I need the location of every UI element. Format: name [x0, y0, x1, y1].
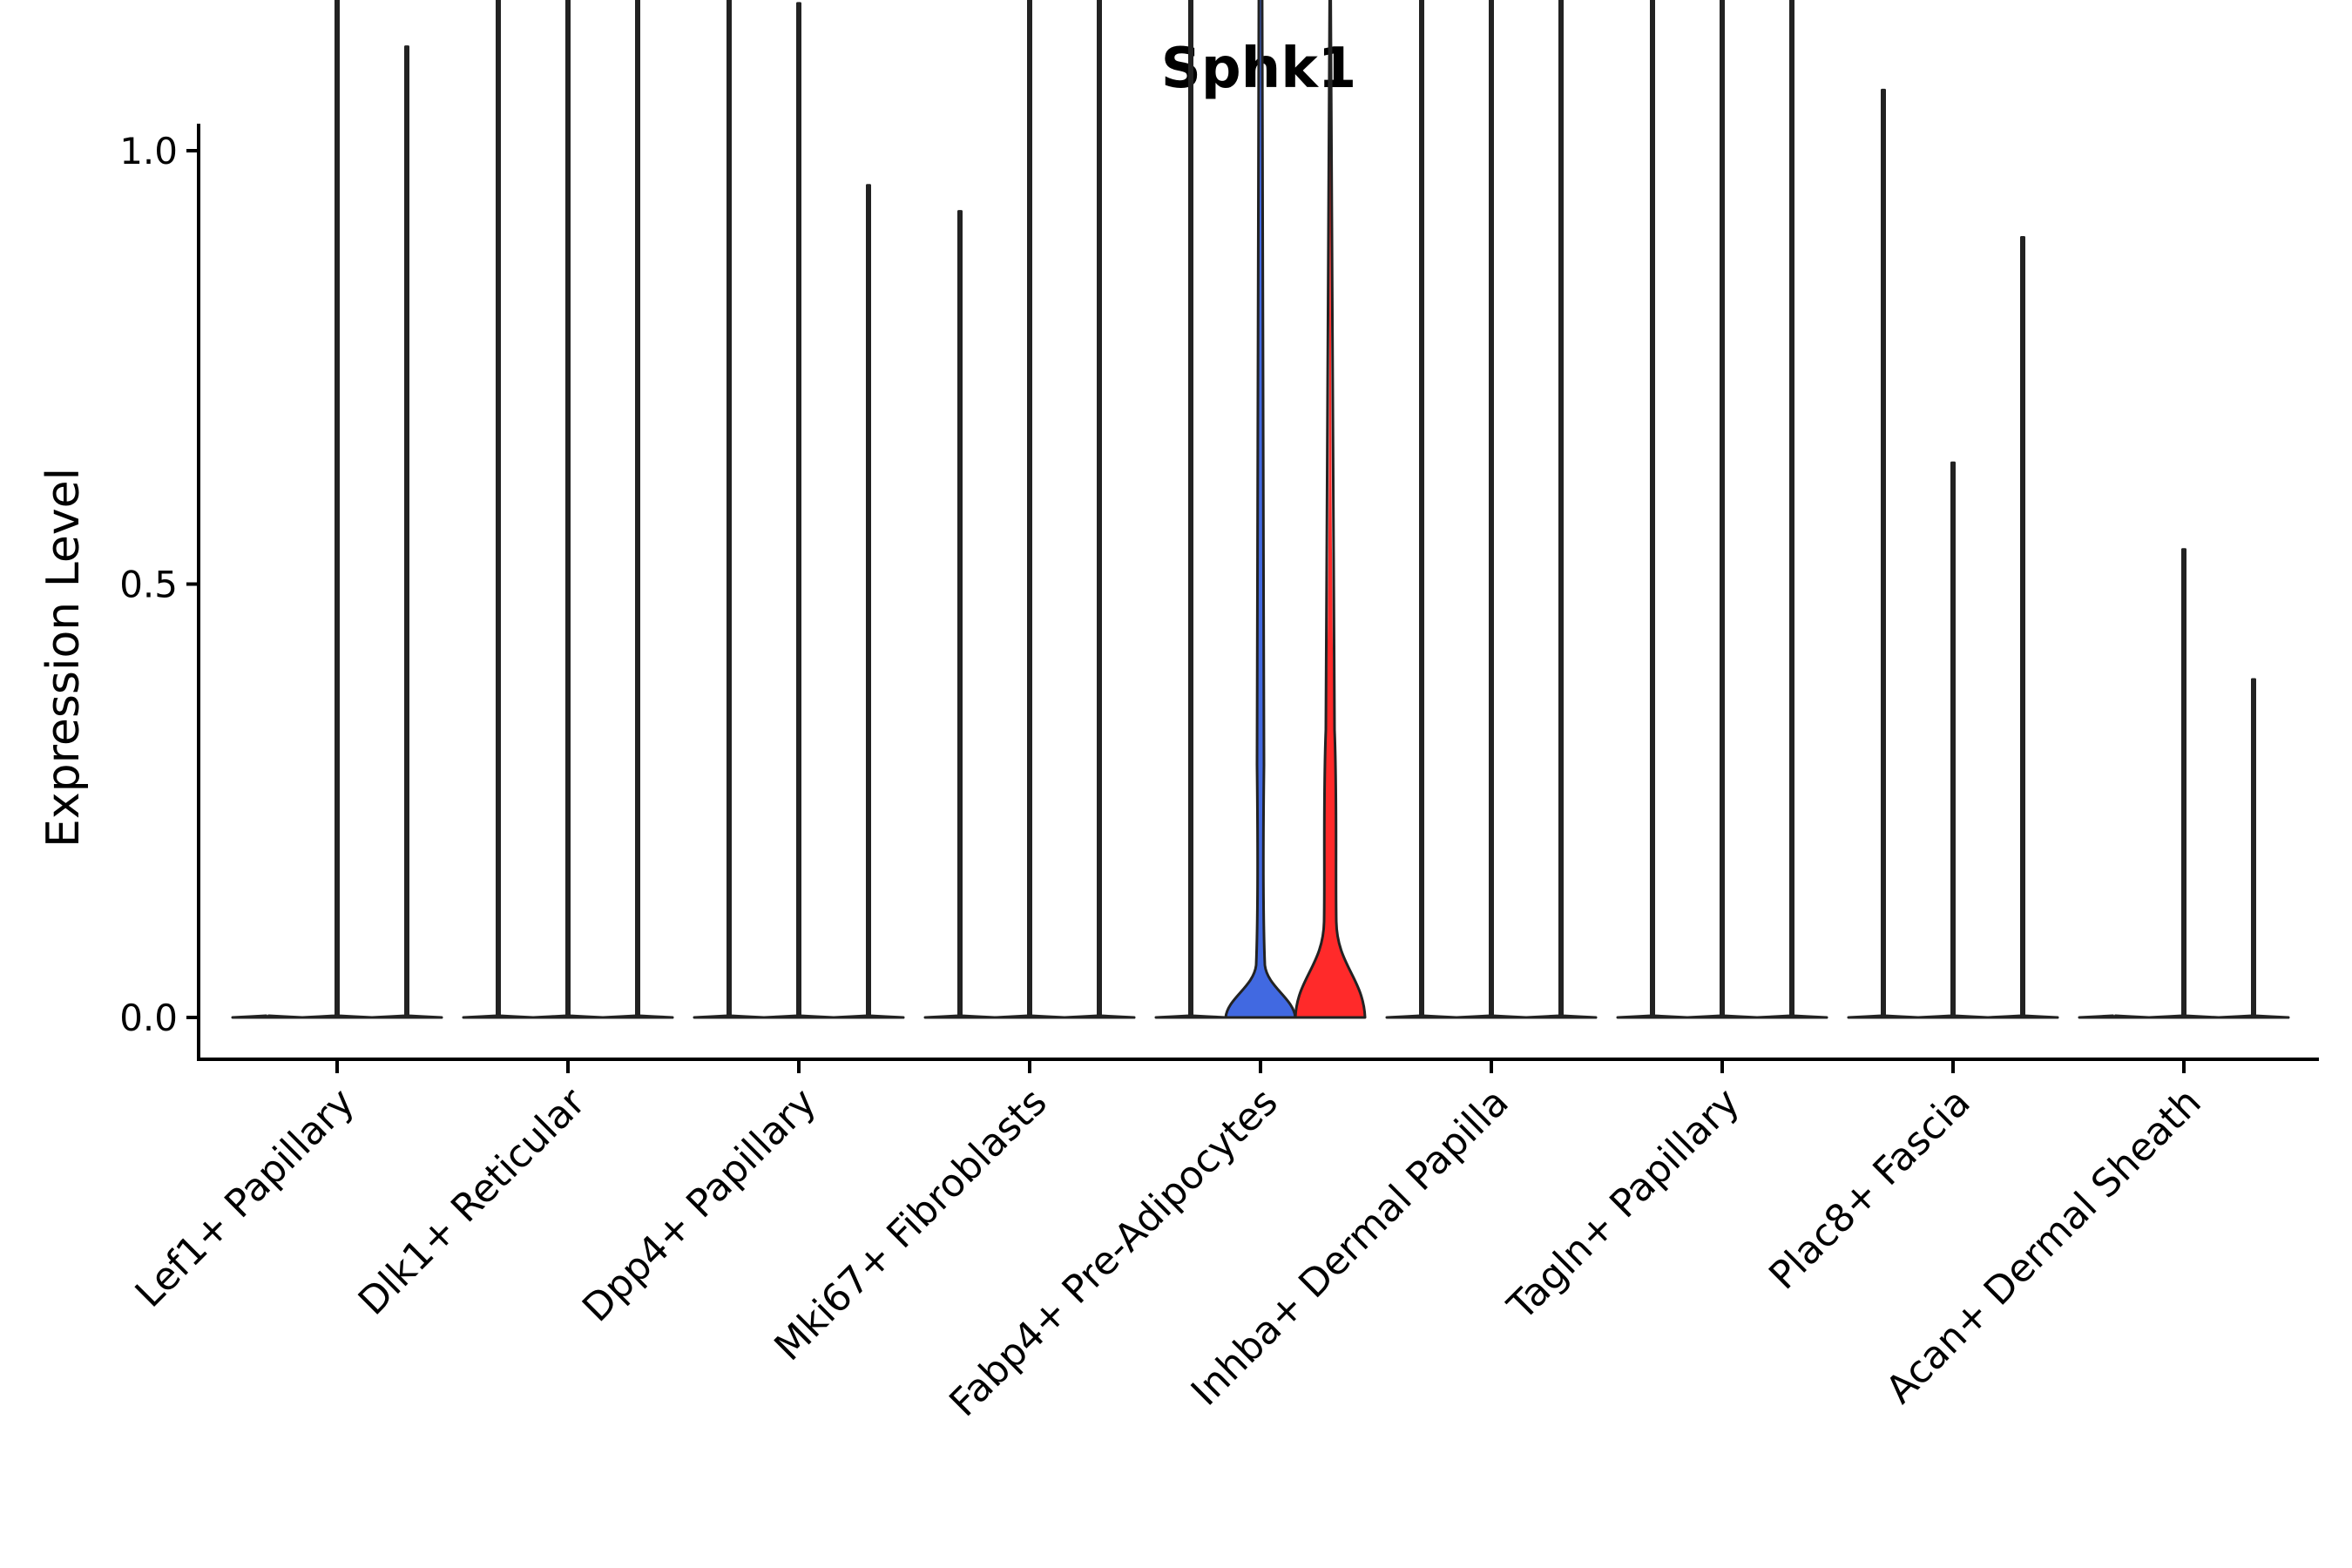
- x-tick-label: Tagln+ Papillary: [1499, 1080, 1748, 1329]
- y-axis: 0.00.51.01.52.0: [119, 130, 199, 1039]
- violin: [2217, 678, 2290, 1019]
- x-tick-label: Dlk1+ Reticular: [350, 1079, 595, 1324]
- violin-group: [1847, 88, 2059, 1019]
- violin: [1224, 0, 1297, 1019]
- violin: [601, 0, 674, 1019]
- violin: [1063, 0, 1136, 1019]
- violin: [993, 0, 1066, 1019]
- violin: [1154, 0, 1227, 1019]
- violin: [1847, 88, 1920, 1019]
- y-tick-label: 0.5: [119, 564, 178, 606]
- violin-group: [923, 0, 1136, 1019]
- x-tick-label: Plac8+ Fascia: [1761, 1080, 1979, 1299]
- violin: [923, 210, 997, 1019]
- violin: [1755, 0, 1828, 1019]
- violin-group: [462, 0, 674, 1019]
- violin-group: [231, 0, 443, 1019]
- y-axis-label: Expression Level: [37, 468, 90, 848]
- violin: [1294, 0, 1367, 1019]
- violin: [832, 184, 905, 1019]
- violin-group: [693, 0, 905, 1019]
- violin: [2078, 1014, 2151, 1019]
- violin: [370, 45, 443, 1019]
- violin: [1916, 461, 1990, 1019]
- violin: [1455, 0, 1528, 1019]
- y-tick-label: 1.0: [119, 130, 178, 172]
- plot-area: [231, 0, 2290, 1019]
- x-tick-label: Dpp4+ Papillary: [574, 1080, 825, 1331]
- violin: [1385, 0, 1458, 1019]
- violin: [1524, 0, 1598, 1019]
- violin-group: [1385, 0, 1598, 1019]
- violin: [301, 0, 374, 1019]
- violin: [531, 0, 605, 1019]
- violin: [693, 0, 766, 1019]
- violin: [462, 0, 535, 1019]
- violin: [1616, 0, 1689, 1019]
- violin: [1686, 0, 1759, 1019]
- violin: [1986, 236, 2059, 1019]
- violin: [762, 2, 835, 1019]
- y-tick-label: 0.0: [119, 997, 178, 1039]
- violin-group: [1616, 0, 1828, 1019]
- violin-group: [2078, 548, 2290, 1019]
- violin: [231, 1014, 304, 1019]
- x-tick-label: Lef1+ Papillary: [127, 1080, 363, 1316]
- violin-group: [1154, 0, 1367, 1019]
- violin: [2147, 548, 2220, 1019]
